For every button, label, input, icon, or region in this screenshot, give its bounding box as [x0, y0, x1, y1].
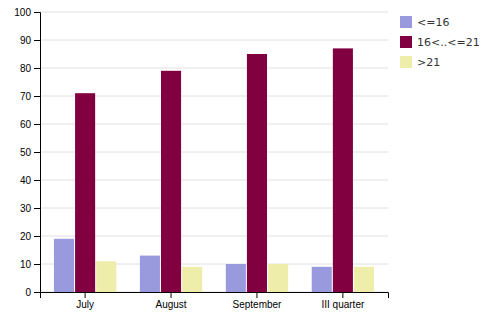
- y-tick-mark: [34, 292, 40, 293]
- chart: 0 10 20 30 40 50 60 70 80 90 100 July August Septembe…: [0, 0, 492, 320]
- y-tick: 60: [20, 119, 40, 130]
- y-tick-mark: [34, 208, 40, 209]
- bar: [354, 267, 374, 292]
- legend-label: 16<..<=21: [417, 36, 480, 49]
- legend-item: <=16: [400, 16, 449, 29]
- y-tick-mark: [34, 96, 40, 97]
- y-tick-label: 20: [20, 231, 32, 242]
- x-tick-label: III quarter: [321, 299, 364, 310]
- bar: [226, 264, 246, 292]
- bar: [96, 261, 116, 292]
- legend-item: 16<..<=21: [400, 36, 480, 49]
- x-tick: August: [155, 292, 186, 310]
- bar: [247, 54, 267, 292]
- x-tick-mark: [342, 292, 343, 298]
- y-tick: 0: [25, 287, 40, 298]
- legend-label: >21: [417, 56, 440, 69]
- bar: [54, 239, 74, 292]
- plot: 0 10 20 30 40 50 60 70 80 90 100 July August Septembe…: [14, 7, 388, 310]
- y-tick: 70: [20, 91, 40, 102]
- x-tick-mark: [256, 292, 257, 298]
- y-tick-label: 100: [14, 7, 31, 18]
- y-tick-mark: [34, 124, 40, 125]
- legend-label: <=16: [417, 16, 449, 29]
- legend-swatch: [400, 36, 412, 48]
- y-tick: 40: [20, 175, 40, 186]
- x-tick-mark: [85, 292, 86, 298]
- y-tick-mark: [34, 68, 40, 69]
- bar: [75, 93, 95, 292]
- x-tick: September: [233, 292, 283, 310]
- y-tick-label: 40: [20, 175, 32, 186]
- bar-series: [54, 239, 332, 292]
- y-tick-mark: [34, 236, 40, 237]
- bar: [312, 267, 332, 292]
- bar: [268, 264, 288, 292]
- y-tick-label: 30: [20, 203, 32, 214]
- bars: [54, 48, 374, 292]
- legend-swatch: [400, 16, 412, 28]
- y-tick: 90: [20, 35, 40, 46]
- y-tick-mark: [34, 12, 40, 13]
- bar-series: [96, 261, 374, 292]
- grid-line: [40, 12, 388, 13]
- x-tick: III quarter: [321, 292, 364, 310]
- y-tick-mark: [34, 264, 40, 265]
- y-tick: 10: [20, 259, 40, 270]
- y-tick-label: 90: [20, 35, 32, 46]
- y-tick-mark: [34, 152, 40, 153]
- y-tick: 30: [20, 203, 40, 214]
- x-axis-line: [41, 293, 389, 299]
- x-tick-label: July: [76, 299, 94, 310]
- y-tick-label: 80: [20, 63, 32, 74]
- bar: [182, 267, 202, 292]
- grid: [40, 12, 388, 292]
- y-tick: 50: [20, 147, 40, 158]
- y-tick-label: 10: [20, 259, 32, 270]
- y-tick-label: 0: [25, 287, 31, 298]
- y-tick: 20: [20, 231, 40, 242]
- bar: [161, 71, 181, 292]
- legend-swatch: [400, 56, 412, 68]
- y-tick: 80: [20, 63, 40, 74]
- y-tick-label: 70: [20, 91, 32, 102]
- x-tick-label: August: [155, 299, 186, 310]
- y-axis: 0 10 20 30 40 50 60 70 80 90 100: [14, 7, 40, 298]
- y-tick-mark: [34, 40, 40, 41]
- bar: [140, 256, 160, 292]
- y-tick-label: 60: [20, 119, 32, 130]
- bar: [333, 48, 353, 292]
- legend-item: >21: [400, 56, 440, 69]
- y-tick: 100: [14, 7, 40, 18]
- grid-line: [40, 40, 388, 41]
- x-tick: July: [76, 292, 94, 310]
- y-tick-label: 50: [20, 147, 32, 158]
- x-axis: July August September III quarter: [41, 292, 389, 310]
- x-tick-label: September: [233, 299, 283, 310]
- y-tick-mark: [34, 180, 40, 181]
- legend: <=16 16<..<=21 >21: [400, 16, 480, 69]
- x-tick-mark: [171, 292, 172, 298]
- bar-series: [75, 48, 353, 292]
- y-axis-line: [34, 13, 41, 293]
